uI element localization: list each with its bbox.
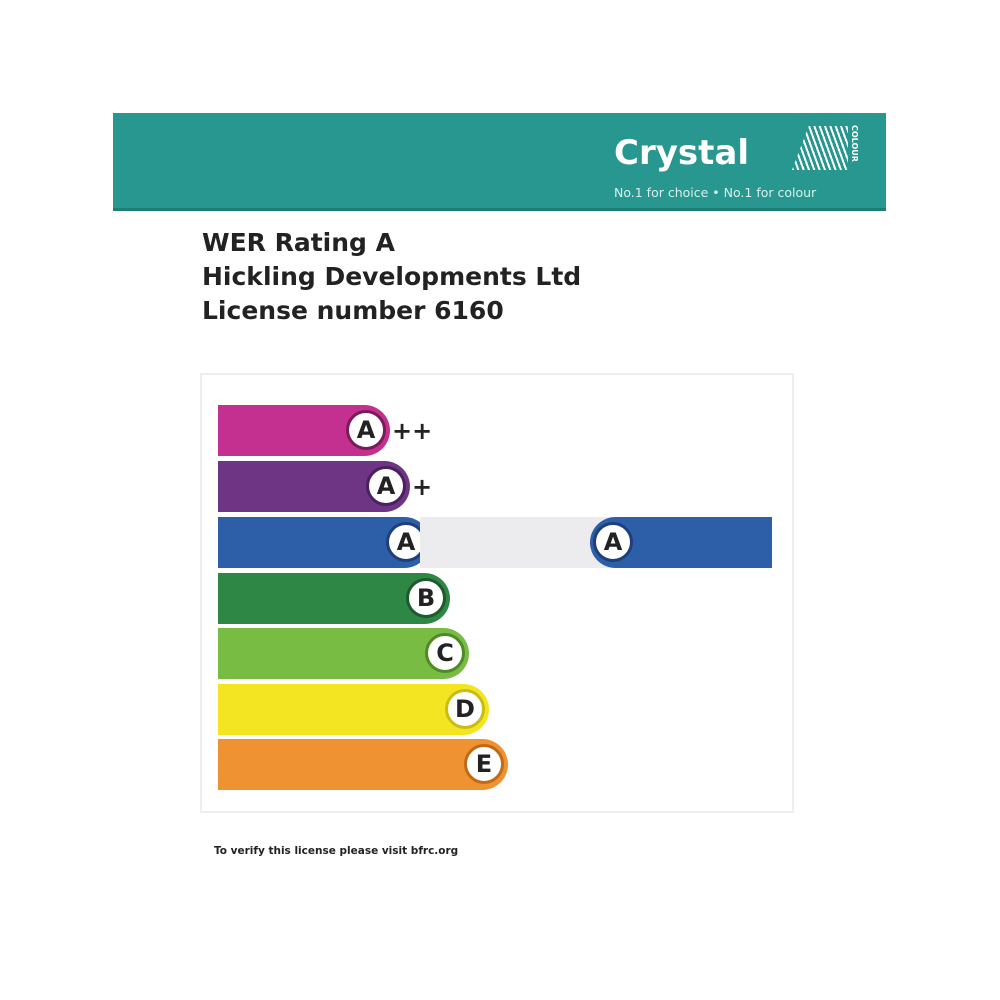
brand-tagline: No.1 for choice • No.1 for colour (614, 185, 817, 200)
rating-suffix: ++ (392, 417, 433, 445)
rating-letter: B (406, 578, 446, 618)
brand-sub: COLOUR (850, 125, 859, 162)
brand-logo: Crystal (614, 133, 749, 173)
rating-bar-e (218, 739, 508, 790)
rating-letter: E (464, 744, 504, 784)
verify-note: To verify this license please visit bfrc… (214, 845, 459, 857)
rating-letter: D (445, 689, 485, 729)
rating-suffix: + (412, 473, 433, 501)
rated-letter: A (593, 522, 633, 562)
rating-letter: A (366, 466, 406, 506)
brand-banner (113, 113, 886, 211)
rating-letter: C (425, 633, 465, 673)
rating-letter: A (346, 410, 386, 450)
company-name: Hickling Developments Ltd (202, 262, 582, 291)
energy-rating-panel (200, 373, 794, 813)
license-number: License number 6160 (202, 296, 504, 325)
rating-bar-d (218, 684, 489, 735)
rating-title: WER Rating A (202, 228, 395, 257)
